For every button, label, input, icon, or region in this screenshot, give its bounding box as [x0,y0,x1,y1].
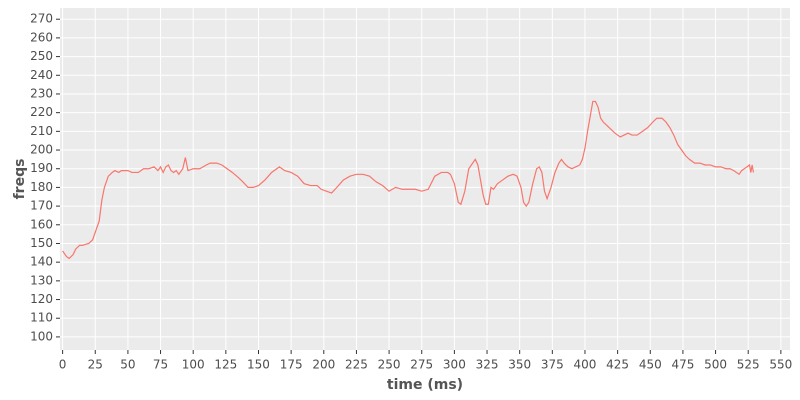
y-tick-label: 100 [30,329,53,343]
x-tick-label: 125 [214,358,237,372]
x-tick-label: 525 [737,358,760,372]
x-tick-label: 450 [639,358,662,372]
x-tick-label: 200 [312,358,335,372]
y-tick-label: 150 [30,236,53,250]
x-tick-label: 550 [769,358,792,372]
y-tick-label: 180 [30,180,53,194]
panel [60,8,790,350]
x-tick-label: 425 [606,358,629,372]
y-axis-title: freqs [12,159,28,200]
y-tick-label: 170 [30,199,53,213]
y-tick-label: 210 [30,124,53,138]
y-tick-label: 200 [30,143,53,157]
x-tick-label: 475 [671,358,694,372]
x-axis-title: time (ms) [387,377,463,393]
y-tick-label: 110 [30,311,53,325]
y-tick-label: 260 [30,30,53,44]
y-tick-label: 130 [30,273,53,287]
x-tick-label: 275 [410,358,433,372]
y-tick-label: 250 [30,49,53,63]
x-tick-label: 300 [443,358,466,372]
x-tick-label: 100 [182,358,205,372]
y-tick-label: 120 [30,292,53,306]
y-tick-label: 270 [30,12,53,26]
x-tick-label: 375 [541,358,564,372]
x-tick-label: 150 [247,358,270,372]
x-tick-label: 75 [153,358,168,372]
x-tick-label: 225 [345,358,368,372]
x-tick-label: 350 [508,358,531,372]
y-tick-label: 220 [30,105,53,119]
y-tick-label: 240 [30,68,53,82]
data-line [62,100,755,260]
x-tick-label: 500 [704,358,727,372]
x-tick-label: 50 [120,358,135,372]
y-tick-label: 160 [30,217,53,231]
x-tick-label: 250 [378,358,401,372]
y-tick-label: 230 [30,86,53,100]
x-tick-label: 0 [59,358,67,372]
x-tick-label: 325 [476,358,499,372]
y-tick-label: 190 [30,161,53,175]
x-tick-label: 400 [574,358,597,372]
x-tick-label: 175 [280,358,303,372]
y-tick-label: 140 [30,255,53,269]
x-tick-label: 25 [88,358,103,372]
